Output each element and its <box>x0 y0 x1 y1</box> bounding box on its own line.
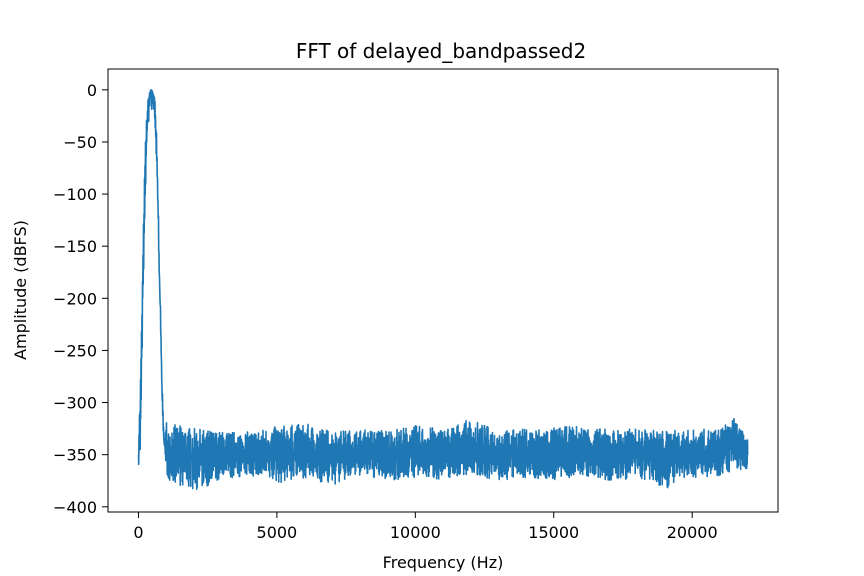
y-tick-label: 0 <box>87 81 97 100</box>
x-tick-label: 20000 <box>667 523 718 542</box>
y-tick-label: −250 <box>53 341 97 360</box>
y-axis-label: Amplitude (dBFS) <box>11 220 30 360</box>
x-tick-label: 0 <box>133 523 143 542</box>
series-line <box>137 89 749 490</box>
plot-frame <box>107 68 779 513</box>
y-tick-label: −100 <box>53 185 97 204</box>
y-tick-label: −50 <box>63 133 97 152</box>
y-tick-label: −400 <box>53 498 97 517</box>
y-tick-label: −300 <box>53 394 97 413</box>
y-tick-label: −350 <box>53 446 97 465</box>
y-axis: 0 −50 −100 −150 −200 −250 −300 −350 −400 <box>53 81 108 517</box>
x-axis-label: Frequency (Hz) <box>383 553 504 572</box>
x-axis: 0 5000 10000 15000 20000 <box>133 512 718 542</box>
x-tick-label: 15000 <box>528 523 579 542</box>
x-tick-label: 5000 <box>257 523 298 542</box>
y-tick-label: −150 <box>53 237 97 256</box>
y-tick-label: −200 <box>53 289 97 308</box>
plot-area <box>137 89 749 490</box>
chart-title: FFT of delayed_bandpassed2 <box>296 39 586 63</box>
x-tick-label: 10000 <box>390 523 441 542</box>
